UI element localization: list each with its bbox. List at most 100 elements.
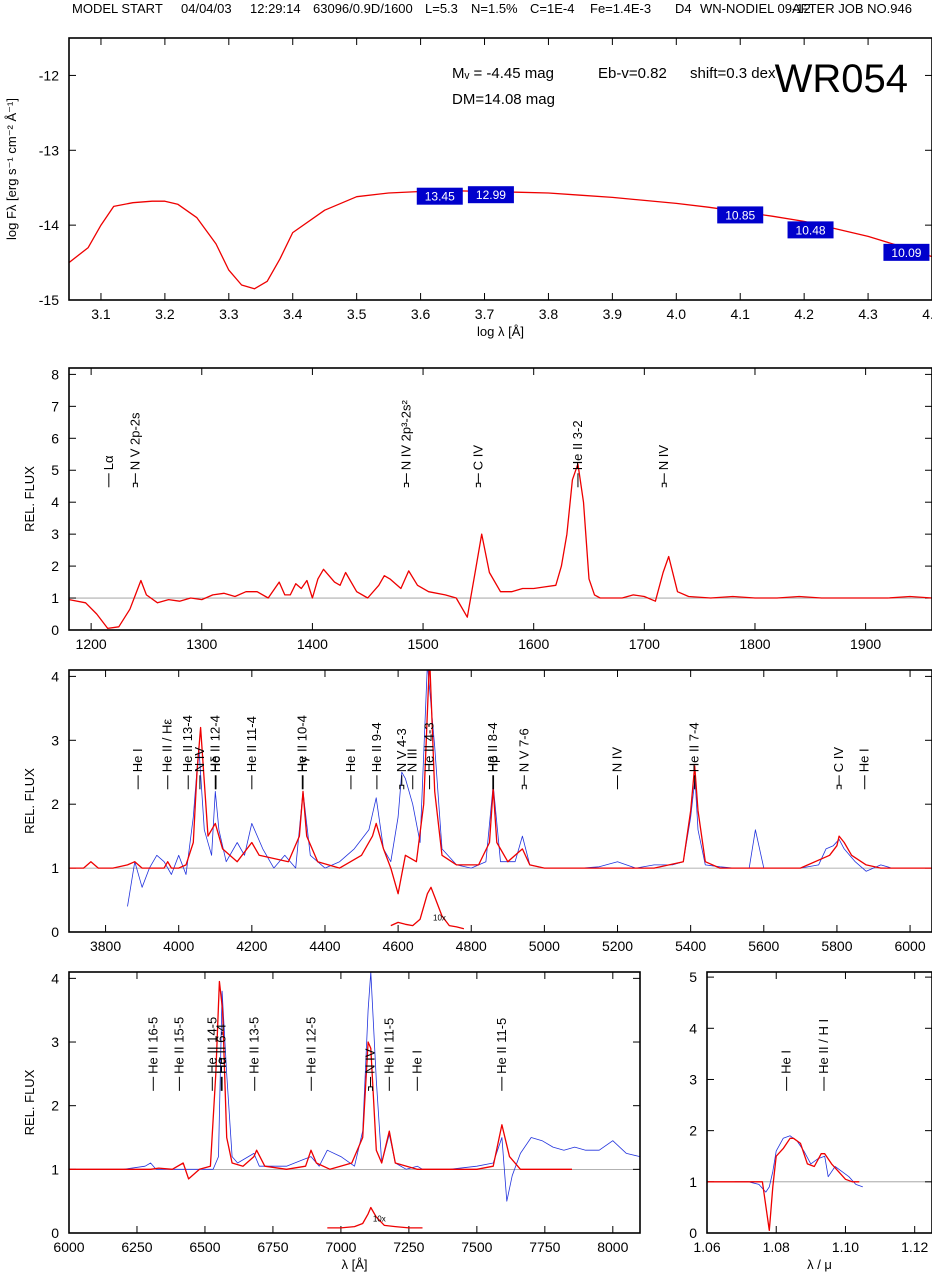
line-id-label: He II 6-4 — [213, 1024, 228, 1074]
line-id-label: He I — [409, 1050, 424, 1074]
line-id: Hα — [214, 1056, 229, 1091]
line-id-label: He II 15-5 — [171, 1017, 186, 1074]
line-id-label: Hβ — [486, 755, 501, 772]
line-id: N IV — [656, 445, 671, 488]
x-tick-label: 5600 — [748, 938, 779, 954]
series-group — [69, 463, 932, 630]
line-id-label: N V 2p-2s — [127, 412, 142, 470]
x-tick-label: 5200 — [602, 938, 633, 954]
x-tick-label: 5800 — [821, 938, 852, 954]
panel-frame — [68, 669, 932, 933]
y-tick-label: 2 — [51, 796, 59, 812]
line-id: He II 13-5 — [247, 1017, 262, 1091]
line-id-label: He II 8-4 — [485, 722, 500, 772]
series-model — [69, 980, 572, 1180]
line-id-label: He II 10-4 — [294, 715, 309, 772]
y-tick-label: 0 — [51, 622, 59, 638]
line-id-marker — [475, 473, 481, 488]
line-id: He II 3-2 — [570, 420, 585, 488]
line-id: He II / Hε — [160, 719, 175, 790]
x-axis-label: λ [Å] — [341, 1257, 367, 1272]
line-id: C IV — [831, 747, 846, 790]
line-id: He II 8-4 — [485, 722, 500, 790]
y-tick-label: 3 — [51, 1034, 59, 1050]
photometry-box: 13.45 — [416, 187, 463, 205]
line-id: He II 13-4 — [180, 715, 195, 790]
header-clumping: D4 — [675, 1, 692, 16]
header-iron: Fe=1.4E-3 — [590, 1, 652, 16]
line-id-marker — [132, 473, 138, 488]
line-id-label: Hγ — [295, 756, 310, 772]
y-tick-label: 4 — [51, 494, 59, 510]
line-id-label: He II 13-5 — [247, 1017, 262, 1074]
line-id-label: He II 12-4 — [207, 715, 222, 772]
y-tick-label: 1 — [51, 590, 59, 606]
y-tick-label: 1 — [689, 1174, 697, 1190]
line-id-label: He I — [857, 748, 872, 772]
series-model — [707, 1137, 860, 1232]
line-id-label: Hα — [214, 1056, 229, 1073]
line-id: He I — [130, 748, 145, 790]
panel-frame — [68, 37, 932, 301]
line-id: He II 16-5 — [145, 1017, 160, 1091]
x-tick-label: 1.10 — [832, 1239, 859, 1255]
line-id: N IV — [192, 747, 207, 790]
line-id: He I — [857, 748, 872, 790]
y-tick-label: -12 — [39, 67, 59, 83]
panel-sed: 3.1 3.2 3.3 3.4 3.5 3.6 3.7 3.8 3.9 4.0 4.1 4.2 4.3 4… — [4, 37, 932, 339]
photometry-label: 10.85 — [725, 208, 755, 222]
series-model — [69, 463, 932, 630]
series-inset_10x — [327, 1206, 423, 1229]
line-id-label: N IV 2p³-2s² — [398, 400, 413, 471]
photometry-box: 10.09 — [883, 243, 930, 261]
line-id-label: C IV — [470, 445, 485, 471]
inset-10x-label: 10x — [433, 913, 446, 922]
x-axis-label: log λ [Å] — [477, 324, 524, 339]
line-id: He I — [779, 1050, 794, 1091]
series-sed — [69, 190, 932, 290]
x-tick-label: 1200 — [76, 636, 107, 652]
series-group — [69, 670, 932, 930]
x-tick-label: 3.3 — [219, 306, 239, 322]
x-tick-label: 4200 — [236, 938, 267, 954]
x-tick-label: 7500 — [461, 1239, 492, 1255]
x-tick-label: 4400 — [309, 938, 340, 954]
header-model-grid: WN-NODIEL 09-12 — [700, 1, 811, 16]
line-id-label: He II 7-4 — [687, 722, 702, 772]
line-id-label: He II 11-4 — [244, 716, 259, 772]
line-id: He II 6-4 — [213, 1024, 228, 1091]
line-id-label: He II 14-5 — [204, 1017, 219, 1074]
x-tick-label: 1.12 — [901, 1239, 928, 1255]
x-tick-label: 1.08 — [763, 1239, 790, 1255]
line-id: N III — [405, 748, 420, 790]
y-tick-label: 2 — [51, 558, 59, 574]
x-tick-label: 4.4 — [922, 306, 932, 322]
line-id: N V 2p-2s — [127, 412, 142, 488]
y-axis-label: REL. FLUX — [22, 768, 37, 834]
panel-ir: 1.06 1.08 1.10 1.12 0 1 2 3 4 5 λ / μ He I He II / H… — [689, 969, 932, 1272]
line-id-marker — [368, 1076, 374, 1091]
photometry-box: 10.85 — [717, 206, 764, 224]
line-id-label: He II 16-5 — [145, 1017, 160, 1074]
x-tick-label: 7000 — [325, 1239, 356, 1255]
line-id: N IV 2p³-2s² — [398, 400, 413, 488]
y-axis-label: REL. FLUX — [22, 466, 37, 532]
line-id-label: N V 7-6 — [516, 728, 531, 772]
line-id-marker — [403, 473, 409, 488]
y-tick-label: 0 — [689, 1225, 697, 1241]
line-id: He II 11-4 — [244, 716, 259, 790]
line-id-marker — [521, 775, 527, 790]
y-axis-label: REL. FLUX — [22, 1069, 37, 1135]
x-tick-label: 3.1 — [91, 306, 111, 322]
line-id: Hδ — [208, 756, 223, 790]
y-axis-label: log Fλ [erg s⁻¹ cm⁻² Å⁻¹] — [4, 98, 19, 240]
photometry-rect — [787, 221, 834, 239]
line-id: Hβ — [486, 755, 501, 790]
absolute-magnitude: Mᵥ = -4.45 mag — [452, 65, 554, 82]
line-id-label: He II 4-3 — [422, 722, 437, 772]
photometry-box: 10.48 — [787, 221, 834, 239]
photometry-rect — [883, 243, 930, 261]
y-tick-label: 0 — [51, 1225, 59, 1241]
line-id: He II 12-5 — [303, 1017, 318, 1091]
line-id: N V 7-6 — [516, 728, 531, 790]
